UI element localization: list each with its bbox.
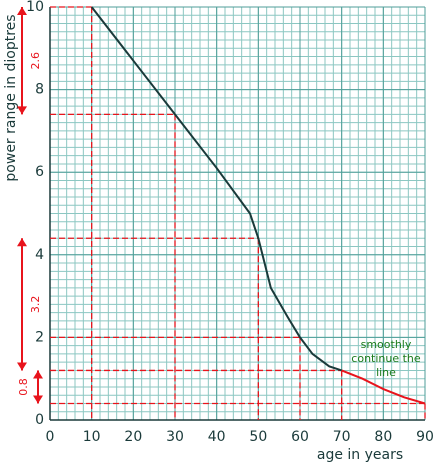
x-tick-label: 60 xyxy=(291,429,309,445)
arrow-head xyxy=(33,370,43,379)
x-tick-label: 10 xyxy=(83,429,101,445)
range-label: 2.6 xyxy=(29,52,42,70)
x-tick-label: 0 xyxy=(46,429,55,445)
x-tick-label: 70 xyxy=(333,429,351,445)
annotation: smoothly xyxy=(361,338,412,351)
arrow-head xyxy=(17,238,27,247)
arrow-head xyxy=(17,362,27,371)
y-tick-label: 2 xyxy=(35,329,44,345)
y-axis-label: power range in dioptres xyxy=(3,14,19,181)
x-tick-label: 80 xyxy=(374,429,392,445)
x-tick-label: 20 xyxy=(124,429,142,445)
x-tick-label: 50 xyxy=(249,429,267,445)
y-tick-label: 10 xyxy=(26,0,44,15)
line xyxy=(341,369,426,405)
range-label: 3.2 xyxy=(29,296,42,314)
x-tick-label: 90 xyxy=(416,429,434,445)
x-tick-label: 30 xyxy=(166,429,184,445)
y-tick-label: 6 xyxy=(35,164,44,180)
x-tick-label: 40 xyxy=(208,429,226,445)
range-label: 0.8 xyxy=(17,378,30,396)
line xyxy=(90,6,342,372)
arrow-head xyxy=(33,395,43,404)
x-axis-label: age in years xyxy=(317,447,403,463)
annotation: line xyxy=(376,366,396,379)
annotation: continue the xyxy=(351,352,421,365)
arrow-head xyxy=(17,106,27,115)
arrow-head xyxy=(17,7,27,15)
y-tick-label: 4 xyxy=(35,247,44,263)
y-tick-label: 8 xyxy=(35,82,44,98)
y-tick-label: 0 xyxy=(35,412,44,428)
